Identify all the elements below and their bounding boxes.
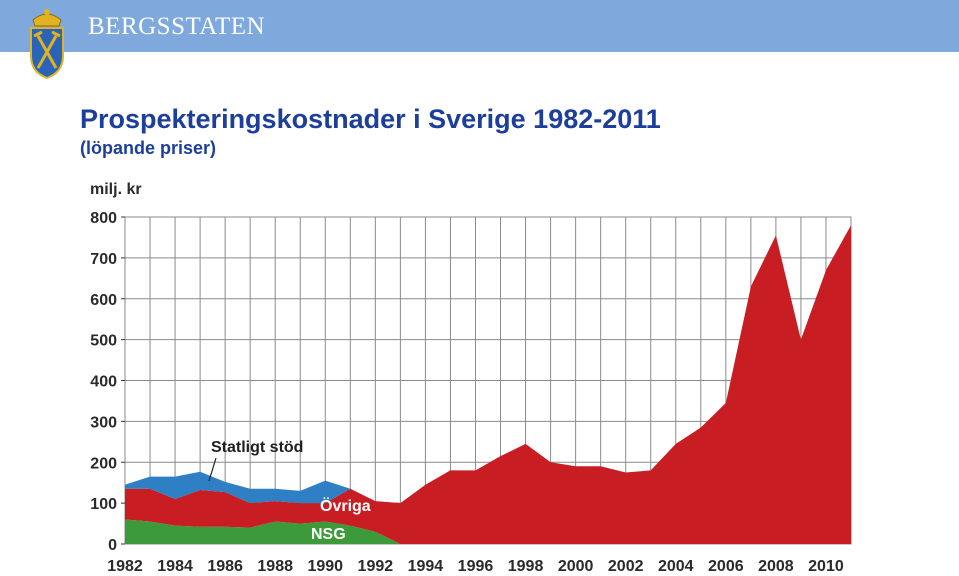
annotation-nsg: NSG (311, 526, 346, 543)
y-tick-label: 600 (90, 292, 117, 309)
series-area-statligt-st-d (125, 471, 351, 504)
chart-ticks: 0 100 200 300 400 500 600 700 800 1982 1984 1986 198… (90, 210, 844, 575)
series-area-nsg (125, 519, 401, 544)
y-tick-label: 0 (108, 537, 117, 554)
x-tick-label: 1984 (157, 558, 193, 575)
y-tick-label: 200 (90, 455, 117, 472)
chart-subtitle: (löpande priser) (80, 138, 217, 158)
x-tick-label: 1988 (257, 558, 293, 575)
x-tick-label: 1994 (408, 558, 444, 575)
x-tick-label: 1986 (207, 558, 243, 575)
x-tick-label: 1990 (307, 558, 343, 575)
x-tick-label: 1992 (358, 558, 394, 575)
x-tick-label: 2002 (608, 558, 644, 575)
brand-name: BERGSSTATEN (88, 13, 266, 40)
chart-annotations: Statligt stöd Övriga NSG (208, 439, 371, 543)
x-tick-label: 2000 (558, 558, 594, 575)
coat-of-arms-icon (30, 9, 64, 80)
x-tick-label: 1996 (458, 558, 494, 575)
series-area--vriga (125, 225, 851, 544)
chart-areas (125, 225, 851, 544)
x-tick-label: 2004 (658, 558, 694, 575)
y-tick-label: 300 (90, 414, 117, 431)
y-tick-label: 500 (90, 333, 117, 350)
x-tick-label: 2010 (808, 558, 844, 575)
annotation-statligt-stod: Statligt stöd (211, 439, 303, 456)
x-tick-label: 2006 (708, 558, 744, 575)
y-tick-label: 400 (90, 374, 117, 391)
chart-title: Prospekteringskostnader i Sverige 1982-2… (80, 104, 661, 134)
x-tick-label: 1982 (107, 558, 143, 575)
x-tick-label: 2008 (758, 558, 794, 575)
annotation-ovriga: Övriga (320, 496, 371, 515)
x-tick-label: 1998 (508, 558, 544, 575)
y-axis-label: milj. kr (90, 181, 142, 198)
header-bar (0, 0, 959, 52)
y-tick-label: 700 (90, 251, 117, 268)
y-tick-label: 800 (90, 210, 117, 227)
annotation-pointer (208, 457, 217, 482)
y-tick-label: 100 (90, 496, 117, 513)
